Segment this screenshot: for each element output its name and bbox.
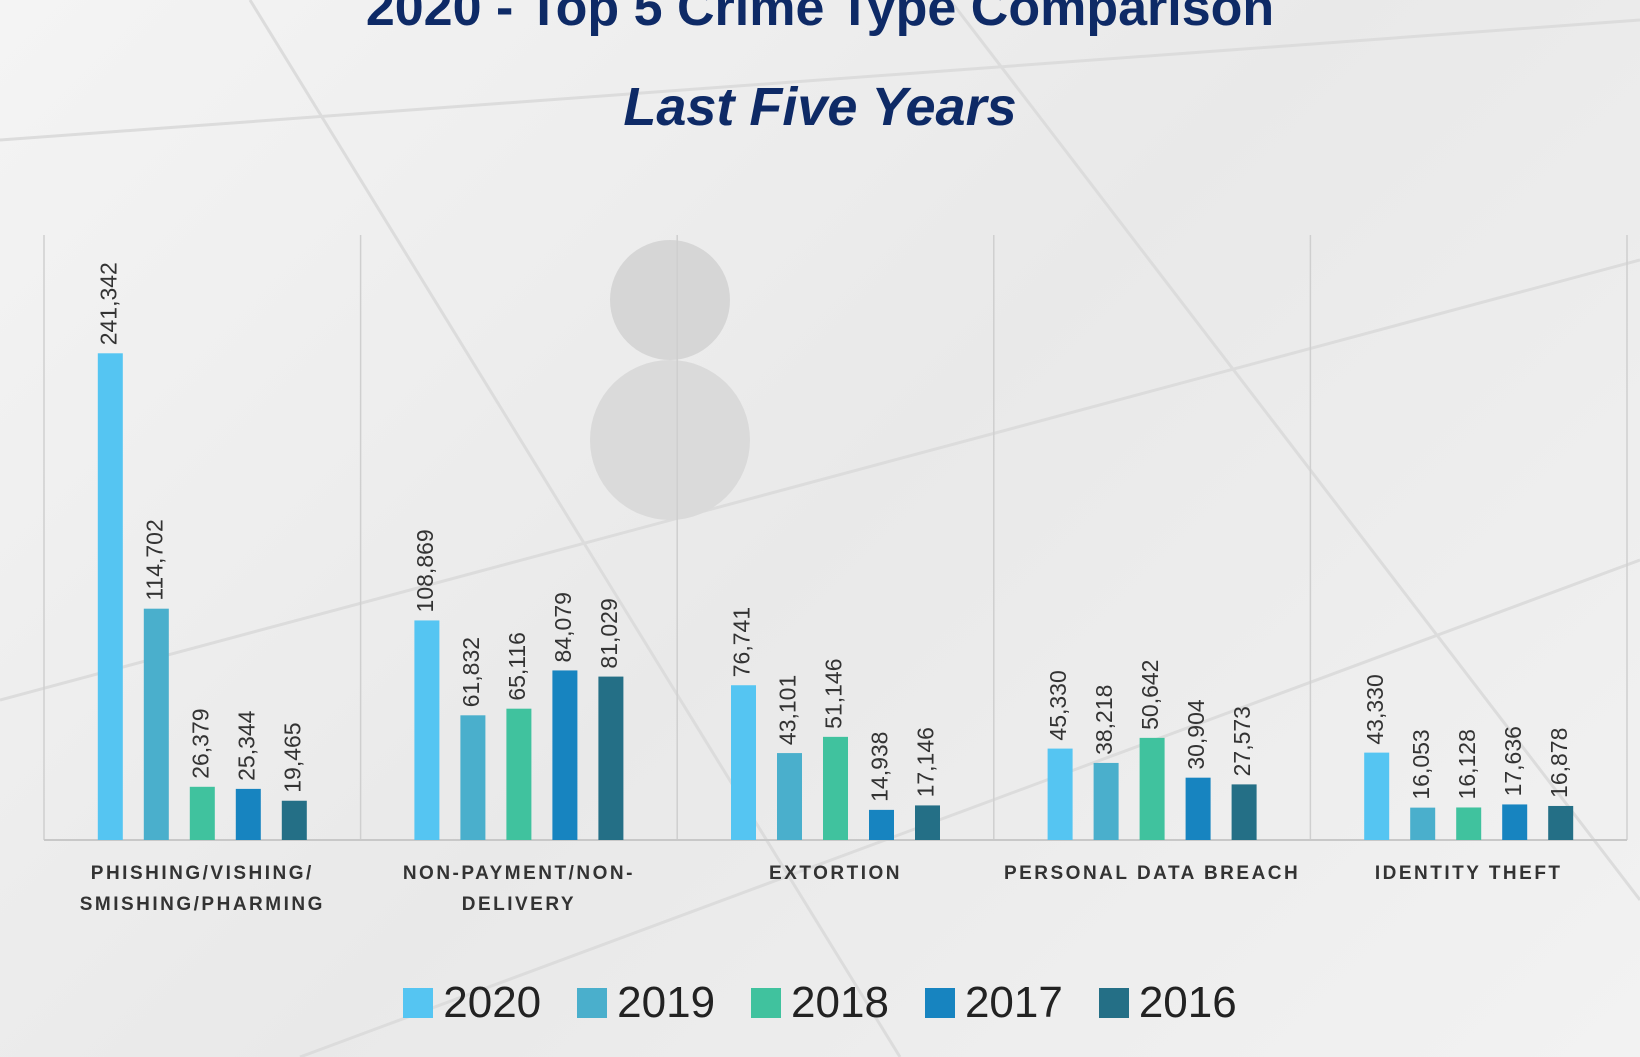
value-label: 65,116 [504,632,530,701]
value-label: 16,053 [1408,729,1434,799]
value-label: 108,869 [412,529,438,612]
bar [1093,762,1119,840]
value-label: 84,079 [550,592,576,662]
value-label: 16,878 [1546,728,1572,798]
bar [598,676,624,840]
bar [823,736,848,840]
value-label: 51,146 [821,658,847,728]
bar [552,670,578,840]
legend-item: 2020 [403,978,541,1028]
value-label: 61,832 [458,637,484,707]
chart-subtitle: Last Five Years [623,77,1017,137]
legend-label: 2017 [964,978,1063,1027]
legend-label: 2020 [443,978,542,1027]
value-label: 27,573 [1229,706,1255,776]
legend-swatch [1098,988,1129,1018]
bar [731,685,756,840]
bar [1185,777,1211,840]
bar [869,809,894,840]
bar [414,620,440,840]
bar [1139,737,1165,840]
legend-label: 2018 [791,978,889,1027]
chart-title: 2020 - Top 5 Crime Type Comparison [365,0,1275,37]
value-label: 17,146 [913,727,939,797]
bar [1047,748,1073,840]
legend-item: 2019 [577,978,715,1028]
legend-label: 2016 [1138,978,1237,1027]
value-label: 19,465 [279,722,305,792]
legend-swatch [403,988,434,1018]
value-label: 17,636 [1500,726,1526,796]
value-label: 241,342 [95,262,121,345]
bar [506,708,532,840]
legend-item: 2016 [1098,978,1237,1028]
value-label: 45,330 [1045,670,1071,740]
value-label: 43,101 [775,675,801,745]
x-tick-label: NON-PAYMENT/NON-DELIVERY [402,863,635,915]
x-tick-label: EXTORTION [769,863,902,884]
value-label: 76,741 [729,607,755,677]
bar [1410,807,1436,840]
bar [1502,804,1528,840]
bar [777,753,802,840]
x-tick-label: IDENTITY THEFT [1374,863,1563,884]
bar [235,788,261,840]
bar [143,608,169,840]
bar [1456,807,1482,840]
bar [1364,752,1390,840]
value-label: 30,904 [1183,699,1209,770]
legend-item: 2017 [924,978,1063,1028]
bar [281,800,307,840]
legend-item: 2018 [751,978,889,1028]
value-label: 50,642 [1137,660,1163,730]
value-label: 114,702 [141,519,167,600]
value-label: 14,938 [867,732,893,802]
bar [97,353,123,840]
bar [1231,784,1257,840]
value-label: 81,029 [596,598,622,668]
legend-swatch [751,988,782,1018]
value-label: 38,218 [1091,685,1117,755]
bar [460,715,486,840]
bar [1548,805,1574,840]
x-tick-label: PERSONAL DATA BREACH [1003,863,1301,884]
value-label: 26,379 [187,708,213,778]
value-label: 25,344 [233,710,259,781]
legend-label: 2019 [617,978,716,1027]
legend-swatch [924,988,955,1018]
value-label: 16,128 [1454,729,1480,799]
bar [915,805,940,840]
legend: 2020 2019 2018 2017 2016 [0,978,1640,1028]
legend-swatch [577,988,608,1018]
x-tick-label: PHISHING/VISHING/ SMISHING/PHARMING [79,863,325,915]
bar [189,786,215,840]
value-label: 43,330 [1362,674,1388,744]
